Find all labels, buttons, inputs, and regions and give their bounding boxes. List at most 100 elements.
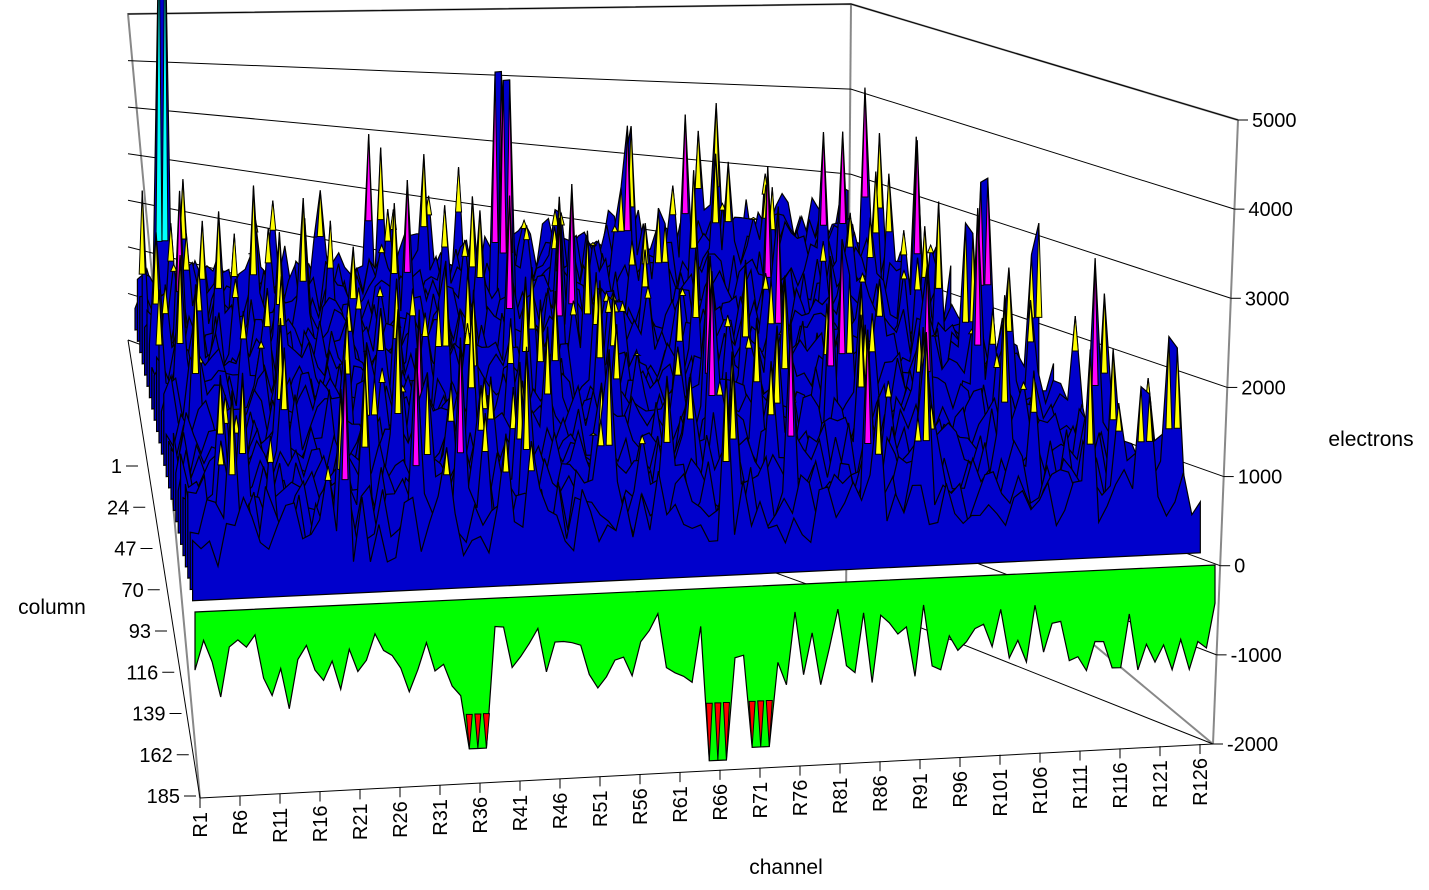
- surface-spike: [674, 346, 682, 376]
- y-tick-label: 70: [122, 580, 144, 602]
- surface-spike: [748, 216, 759, 220]
- surface-spike: [774, 206, 782, 324]
- surface-spike: [376, 285, 384, 297]
- surface-spike: [516, 361, 524, 440]
- y-tick-label: 47: [114, 539, 136, 561]
- surface-spike: [765, 700, 773, 747]
- y-tick-label: 185: [147, 786, 180, 808]
- x-tick-label: R31: [430, 799, 452, 836]
- surface-spike: [522, 225, 531, 241]
- surface-spike: [257, 339, 265, 349]
- surface-spike: [921, 226, 929, 278]
- y-tick-label: 116: [126, 662, 158, 684]
- surface-spike: [1005, 267, 1013, 332]
- surface-spike: [1165, 336, 1173, 430]
- surface-spike: [661, 223, 669, 263]
- surface-spike: [198, 220, 206, 280]
- surface-spike: [638, 433, 646, 445]
- surface-spike: [152, 232, 160, 305]
- surface-spike: [1086, 349, 1094, 445]
- surface-spike: [597, 418, 605, 447]
- surface-spike: [857, 314, 865, 388]
- surface-spike: [264, 227, 272, 264]
- surface-spike: [215, 211, 223, 289]
- surface-spike: [787, 319, 795, 437]
- surface-spike: [989, 308, 997, 345]
- surface-spike: [757, 700, 765, 747]
- surface-spike: [632, 352, 642, 356]
- surface-spike: [365, 134, 373, 222]
- surface-spike: [1109, 348, 1117, 421]
- surface-spike: [384, 209, 392, 242]
- surface-spike: [423, 372, 431, 455]
- surface-spike: [767, 278, 775, 325]
- z-tick-label: 5000: [1252, 110, 1297, 132]
- surface-spike: [984, 178, 992, 286]
- surface-spike: [748, 700, 756, 748]
- x-tick-label: R101: [990, 769, 1012, 817]
- surface-spike: [935, 201, 943, 289]
- x-tick-label: R36: [470, 797, 492, 834]
- x-tick-label: R106: [1030, 767, 1052, 815]
- surface-spike: [773, 325, 781, 404]
- surface-spike: [481, 413, 489, 453]
- surface-spike: [442, 260, 450, 347]
- surface-spike: [617, 186, 625, 232]
- surface-spike: [1026, 299, 1035, 343]
- surface-spike: [238, 372, 247, 454]
- surface-spike: [663, 375, 671, 443]
- surface-spike: [341, 359, 349, 481]
- surface-spike: [409, 288, 417, 317]
- surface-spike: [161, 0, 169, 242]
- surface-spike: [435, 302, 443, 347]
- surface-spike: [858, 271, 867, 283]
- surface-spike: [913, 140, 921, 255]
- surface-spike: [708, 271, 716, 397]
- surface-spike: [138, 190, 146, 275]
- surface-spike: [872, 171, 880, 234]
- surface-spike: [507, 318, 515, 364]
- surface-spike: [412, 348, 420, 467]
- surface-spike: [370, 375, 378, 416]
- surface-spike: [390, 203, 398, 275]
- x-tick-label: R51: [590, 790, 612, 827]
- z-tick-label: 1000: [1238, 467, 1283, 489]
- x-tick-label: R21: [350, 803, 372, 840]
- surface-spike: [876, 278, 884, 317]
- surface-spike: [741, 259, 750, 338]
- surface-spike: [167, 223, 175, 262]
- surface-spike: [216, 375, 224, 435]
- surface-spike: [569, 300, 578, 316]
- z-gridline: [127, 60, 1235, 210]
- x-tick-label: R81: [830, 777, 852, 814]
- surface-spike: [718, 202, 727, 211]
- surface-spike: [482, 713, 490, 749]
- x-tick-label: R11: [270, 808, 292, 843]
- surface-spike: [588, 241, 598, 246]
- z-axis-title: electrons: [1328, 428, 1413, 451]
- surface-spike: [476, 210, 484, 278]
- surface-spike: [377, 147, 385, 221]
- surface-spike: [520, 218, 528, 229]
- surface-spike: [623, 125, 631, 232]
- z-tick-label: 4000: [1248, 199, 1293, 221]
- x-tick-label: R96: [950, 771, 972, 808]
- z-gridline: [127, 3, 1239, 121]
- surface-spike: [465, 713, 473, 749]
- surface-spike: [690, 170, 698, 249]
- x-tick-label: R26: [390, 801, 412, 838]
- x-tick-label: R91: [910, 773, 932, 810]
- surface-spike: [361, 368, 369, 448]
- surface-spike: [161, 284, 169, 315]
- surface-spike: [722, 702, 730, 761]
- surface-spike: [377, 308, 385, 351]
- surface-spike: [441, 205, 449, 248]
- surface-spike: [266, 436, 274, 463]
- surface-spike: [596, 280, 604, 359]
- surface-spike: [900, 269, 908, 280]
- surface-spike: [509, 386, 517, 430]
- x-tick-label: R41: [510, 795, 532, 832]
- surface-spike: [722, 372, 730, 463]
- surface-spike: [231, 278, 239, 298]
